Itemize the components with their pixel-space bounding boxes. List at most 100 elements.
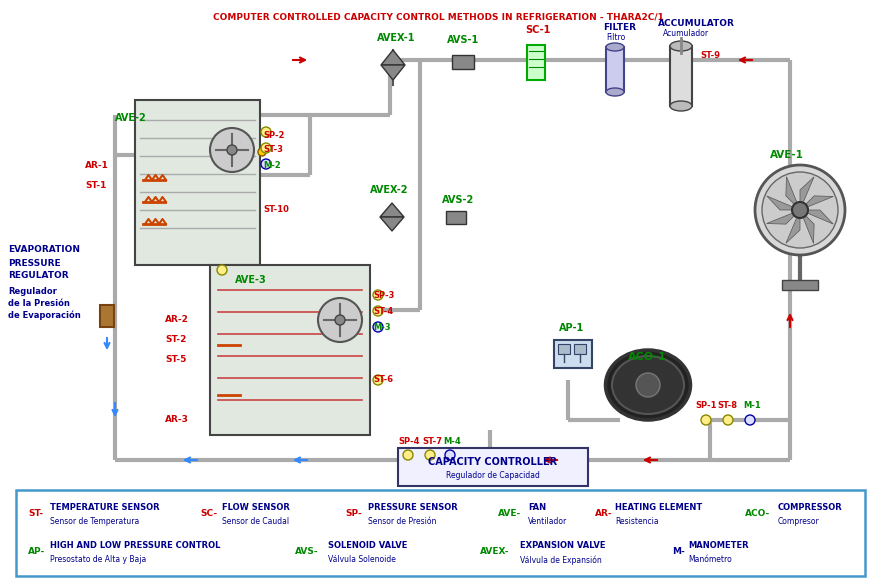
Text: AVE-2: AVE-2	[115, 113, 147, 123]
Text: EVAPORATION: EVAPORATION	[8, 245, 80, 255]
Circle shape	[373, 290, 383, 300]
Text: SP-4: SP-4	[398, 436, 420, 446]
Bar	[606, 47, 624, 92]
Text: Sensor de Temperatura: Sensor de Temperatura	[50, 517, 139, 527]
Text: AR-: AR-	[595, 509, 612, 519]
Ellipse shape	[612, 356, 684, 414]
Text: Válvula Solenoide: Válvula Solenoide	[328, 555, 396, 565]
Polygon shape	[786, 176, 800, 210]
Polygon shape	[800, 196, 833, 210]
Polygon shape	[766, 210, 800, 224]
Text: Sensor de Caudal: Sensor de Caudal	[222, 517, 289, 527]
Ellipse shape	[606, 43, 624, 51]
Circle shape	[261, 159, 271, 169]
Circle shape	[745, 415, 755, 425]
Text: TEMPERATURE SENSOR: TEMPERATURE SENSOR	[50, 502, 159, 512]
Circle shape	[636, 373, 660, 397]
Circle shape	[425, 450, 435, 460]
Circle shape	[217, 265, 227, 275]
Polygon shape	[381, 65, 405, 80]
Text: ACO-1: ACO-1	[628, 352, 667, 362]
Text: SP-3: SP-3	[373, 290, 394, 300]
Text: M-1: M-1	[743, 402, 760, 411]
Bar	[135, 100, 260, 265]
Text: AVEX-1: AVEX-1	[377, 33, 415, 43]
Polygon shape	[786, 210, 800, 243]
Text: ST-10: ST-10	[263, 206, 289, 214]
Text: ST-8: ST-8	[717, 402, 737, 411]
Text: AVE-3: AVE-3	[235, 275, 267, 285]
Text: AR-3: AR-3	[165, 415, 189, 425]
Bar	[446, 211, 466, 224]
Text: AP-: AP-	[28, 548, 46, 557]
Text: AR-1: AR-1	[85, 161, 109, 169]
Circle shape	[403, 450, 413, 460]
Circle shape	[445, 450, 455, 460]
Bar	[782, 280, 818, 290]
Bar	[670, 46, 692, 106]
Text: ST-7: ST-7	[422, 436, 442, 446]
Text: Válvula de Expansión: Válvula de Expansión	[520, 555, 602, 565]
Text: SOLENOID VALVE: SOLENOID VALVE	[328, 541, 407, 550]
Text: REGULATOR: REGULATOR	[8, 272, 68, 280]
Text: Ventilador: Ventilador	[528, 517, 568, 527]
Bar	[452, 55, 474, 69]
Text: SP-: SP-	[345, 509, 362, 519]
Bar	[210, 265, 370, 435]
Text: ST-4: ST-4	[373, 308, 393, 317]
Text: AVE-: AVE-	[498, 509, 521, 519]
Circle shape	[755, 165, 845, 255]
Circle shape	[792, 202, 808, 218]
Bar	[527, 45, 545, 80]
Text: PRESSURE: PRESSURE	[8, 259, 60, 267]
Text: ST-1: ST-1	[85, 180, 106, 189]
Text: Regulador: Regulador	[8, 287, 57, 296]
Bar	[398, 448, 588, 486]
Text: ACO-: ACO-	[745, 509, 770, 519]
Bar	[558, 344, 570, 354]
Circle shape	[373, 375, 383, 385]
Text: AVEX-: AVEX-	[480, 548, 510, 557]
Text: M-2: M-2	[263, 161, 280, 169]
Circle shape	[210, 128, 254, 172]
Text: EXPANSION VALVE: EXPANSION VALVE	[520, 541, 605, 550]
Text: ST-: ST-	[28, 509, 43, 519]
Text: de la Presión: de la Presión	[8, 298, 70, 308]
Circle shape	[723, 415, 733, 425]
Bar	[554, 340, 592, 368]
Polygon shape	[800, 210, 833, 224]
Bar	[574, 344, 586, 354]
Text: AVS-2: AVS-2	[442, 195, 474, 205]
Circle shape	[701, 415, 711, 425]
Text: AVS-: AVS-	[295, 548, 319, 557]
Text: Resistencia: Resistencia	[615, 517, 659, 527]
Bar	[100, 305, 114, 327]
Text: MANOMETER: MANOMETER	[688, 541, 749, 550]
Polygon shape	[800, 177, 814, 210]
FancyBboxPatch shape	[16, 490, 865, 576]
Text: SP-2: SP-2	[263, 130, 285, 140]
Circle shape	[762, 172, 838, 248]
Circle shape	[373, 322, 383, 332]
Circle shape	[261, 143, 271, 153]
Text: ACCUMULATOR: ACCUMULATOR	[658, 19, 735, 27]
Ellipse shape	[670, 41, 692, 51]
Text: FLOW SENSOR: FLOW SENSOR	[222, 502, 290, 512]
Text: M-4: M-4	[443, 436, 461, 446]
Text: AP-1: AP-1	[559, 323, 584, 333]
Ellipse shape	[605, 350, 690, 420]
Text: Regulador de Capacidad: Regulador de Capacidad	[446, 471, 540, 479]
Text: Sensor de Presión: Sensor de Presión	[368, 517, 436, 527]
Ellipse shape	[670, 101, 692, 111]
Circle shape	[227, 145, 237, 155]
Text: PRESSURE SENSOR: PRESSURE SENSOR	[368, 502, 458, 512]
Text: FAN: FAN	[528, 502, 546, 512]
Polygon shape	[380, 217, 404, 231]
Text: AVS-1: AVS-1	[447, 35, 479, 45]
Text: COMPUTER CONTROLLED CAPACITY CONTROL METHODS IN REFRIGERATION - THARA2C/1: COMPUTER CONTROLLED CAPACITY CONTROL MET…	[213, 12, 663, 21]
Text: ST-2: ST-2	[165, 335, 187, 345]
Circle shape	[261, 127, 271, 137]
Circle shape	[335, 315, 345, 325]
Text: AR-2: AR-2	[165, 315, 189, 325]
Polygon shape	[380, 203, 404, 217]
